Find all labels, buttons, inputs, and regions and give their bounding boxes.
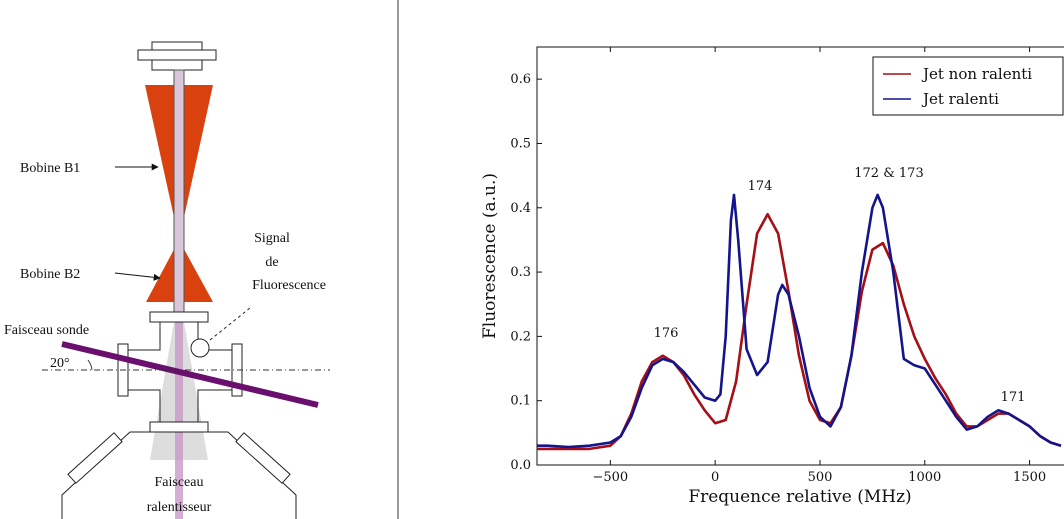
flange xyxy=(151,41,203,51)
x-tick-label: 500 xyxy=(808,470,833,485)
x-tick-label: 1500 xyxy=(1013,470,1046,485)
y-tick-label: 0.2 xyxy=(510,329,531,344)
port xyxy=(235,432,291,484)
y-axis-label: Fluorescence (a.u.) xyxy=(480,173,500,339)
y-tick-label: 0.6 xyxy=(510,72,531,87)
annotation: 176 xyxy=(654,326,679,341)
plot-frame xyxy=(536,46,1064,466)
legend-label: Jet ralenti xyxy=(921,90,999,108)
y-tick-label: 0.4 xyxy=(510,201,531,216)
x-tick-label: 1000 xyxy=(908,470,941,485)
label: Bobine B1 xyxy=(20,161,80,176)
plot-area xyxy=(537,193,1062,451)
slowing-beam xyxy=(175,322,183,519)
annotation: 174 xyxy=(748,179,773,194)
label: Signal xyxy=(254,231,290,246)
y-tick-label: 0.0 xyxy=(510,458,531,473)
annotation: 171 xyxy=(1001,390,1026,405)
flange xyxy=(149,421,209,433)
label: Fluorescence xyxy=(252,278,326,293)
y-tick-label: 0.1 xyxy=(510,394,531,409)
signal-line xyxy=(209,307,251,341)
legend-label: Jet non ralenti xyxy=(921,65,1032,83)
y-tick-label: 0.3 xyxy=(510,265,531,280)
flange xyxy=(149,311,209,323)
arrow xyxy=(114,272,161,281)
flange xyxy=(151,59,203,71)
diagram: Bobine B1 Bobine B2 Signal de Fluorescen… xyxy=(4,0,399,519)
series-line xyxy=(537,193,1062,449)
legend-box xyxy=(872,56,1064,116)
port xyxy=(67,432,123,484)
detector xyxy=(190,338,210,358)
tube xyxy=(173,69,185,313)
x-axis-label: Frequence relative (MHz) xyxy=(688,487,911,507)
probe-beam xyxy=(61,341,319,408)
label: Faisceau sonde xyxy=(4,323,89,338)
label: 20° xyxy=(50,356,70,371)
angle-arc xyxy=(87,359,93,371)
x-tick-label: −500 xyxy=(593,470,629,485)
y-tick-label: 0.5 xyxy=(510,136,531,151)
chart: 0.0 0.1 0.2 0.3 0.4 0.5 0.6 −500 0 500 1000 1500 Fre… xyxy=(480,46,1064,507)
flange xyxy=(137,49,217,61)
label: de xyxy=(265,255,278,270)
label: Bobine B2 xyxy=(20,267,80,282)
annotation: 172 & 173 xyxy=(854,166,923,181)
label: Faisceau xyxy=(155,475,204,490)
x-tick-label: 0 xyxy=(711,470,719,485)
label: ralentisseur xyxy=(147,500,212,515)
